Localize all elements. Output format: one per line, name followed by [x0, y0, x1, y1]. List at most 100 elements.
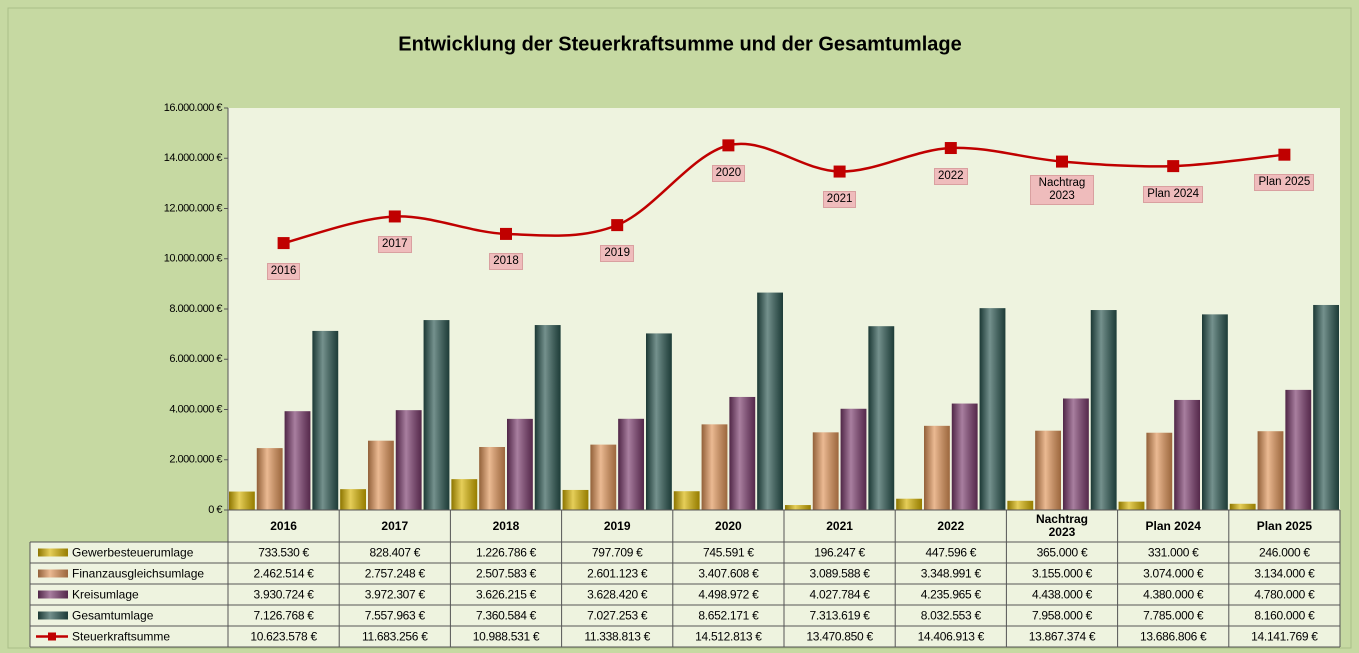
bar-shade: [1202, 314, 1228, 510]
table-value: 7.126.768 €: [254, 609, 315, 623]
table-value: 4.235.965 €: [921, 588, 982, 602]
bar-shade: [256, 448, 283, 510]
bar-shade: [395, 410, 422, 510]
table-value: 3.074.000 €: [1143, 567, 1204, 581]
line-marker: [500, 227, 512, 240]
table-value: 4.780.000 €: [1254, 588, 1315, 602]
table-value: 8.032.553 €: [921, 609, 982, 623]
line-marker: [1167, 160, 1180, 173]
x-category: 2021: [784, 510, 895, 542]
table-value: 3.972.307 €: [365, 588, 426, 602]
x-category: 2017: [339, 510, 450, 542]
table-value: 447.596 €: [925, 546, 976, 560]
bar-shade: [757, 292, 783, 510]
legend-label: Finanzausgleichsumlage: [72, 567, 204, 581]
bar-shade: [479, 446, 505, 510]
point-label-text: 2022: [934, 167, 968, 185]
x-category-text: 2021: [826, 518, 853, 533]
bar-shade: [534, 325, 561, 510]
bar-shade: [812, 432, 839, 510]
table-value: 3.628.420 €: [587, 588, 648, 602]
table-value: 3.407.608 €: [698, 567, 759, 581]
x-category-text: 2017: [381, 518, 409, 533]
table-value: 3.089.588 €: [810, 567, 871, 581]
table-value: 13.470.850 €: [806, 630, 873, 644]
table-value: 11.338.813 €: [584, 630, 650, 644]
point-label-text: Nachtrag 2023: [1030, 174, 1094, 205]
table-value: 10.623.578 €: [250, 630, 317, 644]
point-label-text: Plan 2025: [1254, 174, 1315, 192]
x-category: 2019: [562, 510, 673, 542]
point-label-text: 2018: [489, 253, 523, 271]
x-category-text: 2018: [492, 518, 520, 533]
table-value: 14.141.769 €: [1251, 630, 1318, 644]
table-value: 2.601.123 €: [587, 567, 648, 581]
bar-shade: [229, 491, 255, 510]
point-label-text: 2016: [266, 262, 301, 280]
line-marker: [944, 142, 957, 155]
line-marker: [833, 165, 846, 178]
x-category: Plan 2025: [1229, 510, 1340, 542]
bar-shade: [590, 444, 617, 510]
x-category: 2016: [228, 510, 339, 542]
legend-label: Gewerbesteuerumlage: [72, 546, 194, 560]
bar-shade: [701, 424, 728, 510]
x-category-text: Plan 2025: [1256, 518, 1313, 533]
table-value: 14.512.813 €: [695, 630, 762, 644]
bar-shade: [562, 489, 589, 510]
line-marker: [611, 219, 624, 232]
table-value: 8.160.000 €: [1254, 609, 1315, 623]
point-label: 2022: [911, 158, 991, 194]
point-label: Plan 2024: [1133, 176, 1213, 212]
point-label: 2018: [466, 244, 546, 280]
point-label: Plan 2025: [1244, 165, 1324, 201]
bar-shade: [896, 498, 922, 510]
x-category: Nachtrag 2023: [1006, 510, 1117, 542]
y-tick-label: 2.000.000 €: [169, 454, 222, 466]
bar-shade: [1285, 389, 1312, 510]
bar-shade: [1090, 310, 1117, 510]
y-tick-label: 14.000.000 €: [164, 152, 223, 164]
x-category: 2020: [673, 510, 784, 542]
bar-shade: [423, 320, 450, 510]
table-value: 3.155.000 €: [1032, 567, 1093, 581]
y-tick-label: 12.000.000 €: [164, 202, 223, 214]
line-marker: [722, 139, 735, 152]
bar-shade: [868, 326, 895, 510]
table-value: 196.247 €: [814, 546, 865, 560]
y-tick-label: 10.000.000 €: [164, 253, 223, 265]
bar-shade: [368, 440, 394, 510]
table-value: 3.626.215 €: [476, 588, 537, 602]
bar-shade: [284, 411, 311, 510]
bar-shade: [1035, 430, 1061, 510]
bar-shade: [618, 418, 644, 510]
point-label-text: 2020: [711, 164, 746, 182]
x-category: 2022: [895, 510, 1006, 542]
table-value: 14.406.913 €: [918, 630, 985, 644]
point-label: 2021: [800, 182, 880, 218]
bar-shade: [451, 479, 478, 510]
point-label-text: Plan 2024: [1143, 185, 1204, 203]
x-category: Plan 2024: [1118, 510, 1229, 542]
x-category-text: 2020: [715, 518, 742, 533]
line-marker: [1278, 148, 1291, 161]
table-value: 3.930.724 €: [254, 588, 315, 602]
line: [283, 142, 1285, 245]
table-value: 4.498.972 €: [698, 588, 759, 602]
bar-shade: [979, 308, 1006, 510]
bar-shade: [1007, 500, 1034, 510]
table-value: 7.557.963 €: [365, 609, 426, 623]
table-value: 4.027.784 €: [810, 588, 871, 602]
bar-shade: [840, 408, 867, 510]
bar-shade: [1313, 304, 1339, 510]
y-tick-label: 4.000.000 €: [169, 403, 222, 415]
point-label-text: 2017: [378, 235, 412, 253]
bar-shade: [1063, 398, 1089, 510]
bar-shade: [673, 491, 700, 510]
table-value: 7.360.584 €: [476, 609, 537, 623]
bar-shade: [1229, 503, 1256, 510]
bar-shade: [1146, 432, 1173, 510]
legend-swatch-shade: [38, 590, 68, 599]
bar-shade: [312, 330, 339, 510]
point-label: Nachtrag 2023: [1022, 172, 1102, 208]
